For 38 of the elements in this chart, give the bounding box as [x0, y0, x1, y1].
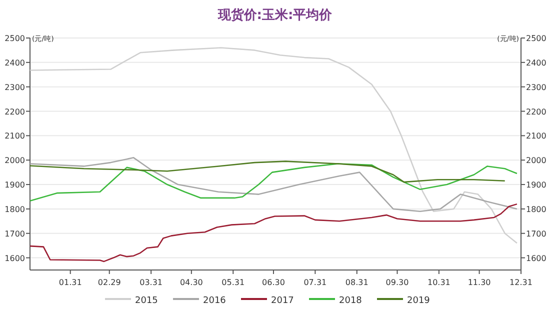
y-tick-label: 2000	[4, 156, 25, 166]
y2-tick-label: 2500	[526, 34, 546, 43]
y2-tick-label: 2400	[526, 58, 546, 68]
y2-tick-label: 2300	[526, 82, 546, 92]
legend-label: 2016	[203, 296, 226, 306]
y2-tick-label: 1700	[526, 229, 546, 238]
y2-tick-label: 2000	[526, 156, 546, 166]
x-tick-label: 08.31	[345, 278, 368, 287]
x-tick-label: 03.31	[140, 278, 163, 287]
y2-tick-label: 2200	[526, 107, 546, 116]
legend-label: 2017	[271, 296, 294, 306]
x-tick-label: 07.31	[304, 278, 327, 287]
y-tick-label: 1600	[4, 254, 25, 263]
legend-label: 2019	[407, 296, 430, 306]
y-tick-label: 1800	[4, 204, 25, 214]
legend-label: 2018	[339, 296, 362, 306]
x-tick-label: 09.30	[386, 278, 409, 287]
x-tick-label: 06.30	[262, 278, 285, 287]
x-tick-label: 11.30	[468, 278, 491, 287]
x-tick-label: 12.31	[510, 278, 532, 287]
y-tick-label: 1900	[4, 180, 25, 190]
y2-tick-label: 2100	[526, 132, 546, 141]
y-tick-label: 2200	[4, 107, 25, 116]
y2-tick-label: 1800	[526, 204, 546, 214]
y2-tick-label: 1600	[526, 254, 546, 263]
y2-tick-label: 1900	[526, 180, 546, 190]
y-tick-label: 2500	[4, 34, 25, 43]
x-tick-label: 05.31	[222, 278, 245, 287]
x-tick-label: 10.31	[427, 278, 450, 287]
x-tick-label: 02.29	[98, 278, 121, 287]
x-tick-label: 01.31	[58, 278, 82, 287]
y-tick-label: 2300	[4, 82, 25, 92]
y-tick-label: 2100	[4, 132, 25, 141]
y-tick-label: 2400	[4, 58, 25, 68]
y-tick-label: 1700	[4, 229, 25, 238]
x-tick-label: 04.30	[180, 278, 203, 287]
title: 现货价:玉米:平均价	[218, 8, 332, 23]
legend-label: 2015	[135, 296, 158, 306]
